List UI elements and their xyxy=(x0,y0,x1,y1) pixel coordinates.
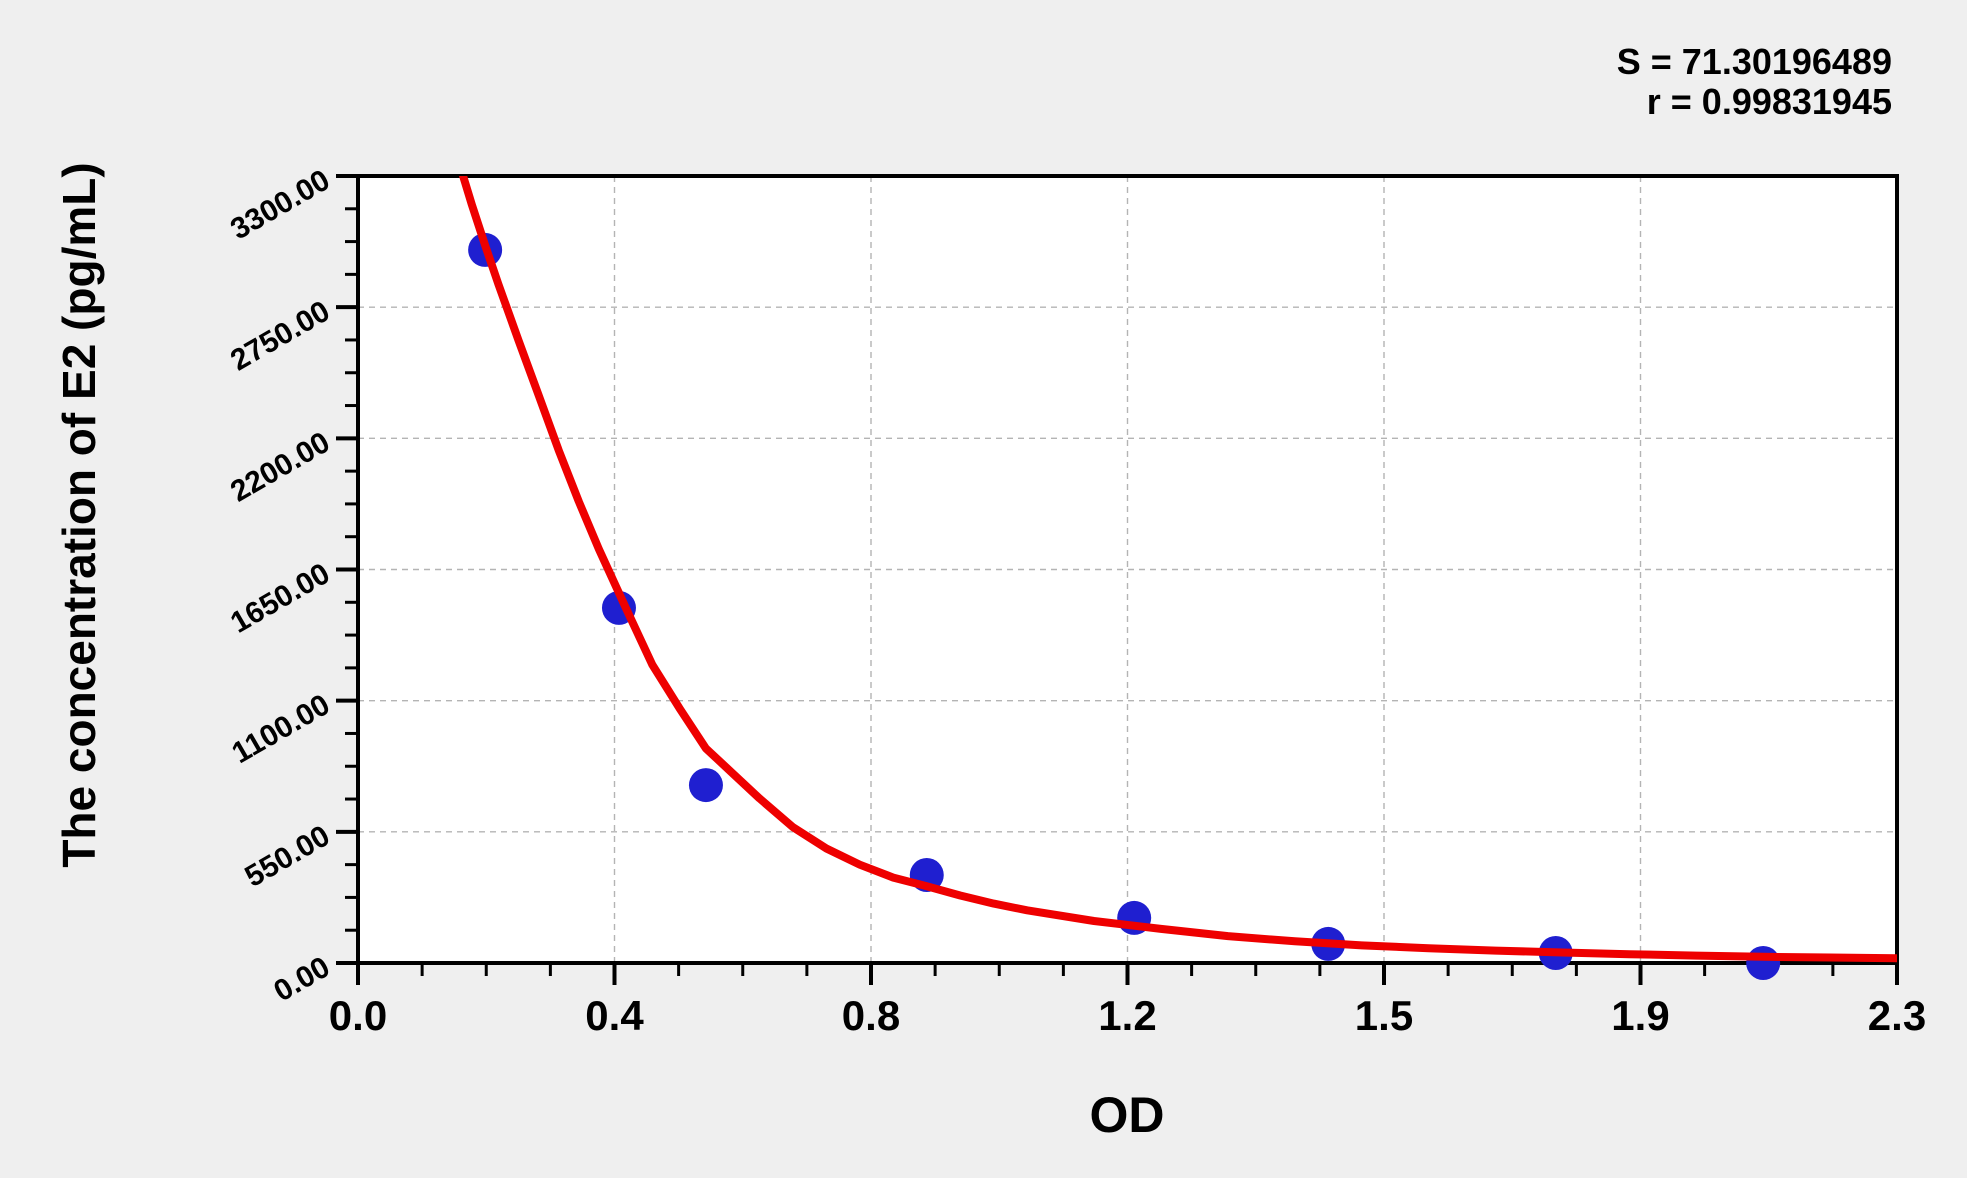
plot-background xyxy=(358,176,1897,963)
x-tick-label: 1.9 xyxy=(1611,992,1669,1039)
fit-curve xyxy=(459,176,1897,963)
stat-r-value: r = 0.99831945 xyxy=(1647,81,1892,122)
x-tick-label: 1.2 xyxy=(1098,992,1156,1039)
x-tick-label: 0.0 xyxy=(329,992,387,1039)
y-tick-label: 1650.00 xyxy=(225,557,335,640)
y-tick-label: 2200.00 xyxy=(225,426,335,509)
axis-frame xyxy=(356,174,1899,965)
y-tick-label: 3300.00 xyxy=(225,163,335,246)
y-tick-label: 2750.00 xyxy=(225,295,335,378)
plot-area: 0.0 0.4 0.8 1.2 1.5 1.9 2.3 0.00 550.00 1100.00 16… xyxy=(225,163,1926,1039)
data-point xyxy=(688,768,723,803)
gridlines xyxy=(358,176,1897,963)
y-axis-title: The concentration of E2 (pg/mL) xyxy=(53,162,105,867)
x-tick-label: 0.4 xyxy=(585,992,644,1039)
y-tick-label: 0.00 xyxy=(268,950,335,1008)
x-axis-title: OD xyxy=(1090,1087,1165,1143)
y-tick-label: 1100.00 xyxy=(227,688,336,770)
x-tick-label: 1.5 xyxy=(1355,992,1413,1039)
x-tick-label: 0.8 xyxy=(842,992,900,1039)
axis-ticks xyxy=(336,174,1899,985)
data-point xyxy=(1746,946,1781,980)
stat-s-value: S = 71.30196489 xyxy=(1617,41,1892,82)
y-tick-label: 550.00 xyxy=(240,819,336,893)
x-tick-label: 2.3 xyxy=(1868,992,1926,1039)
